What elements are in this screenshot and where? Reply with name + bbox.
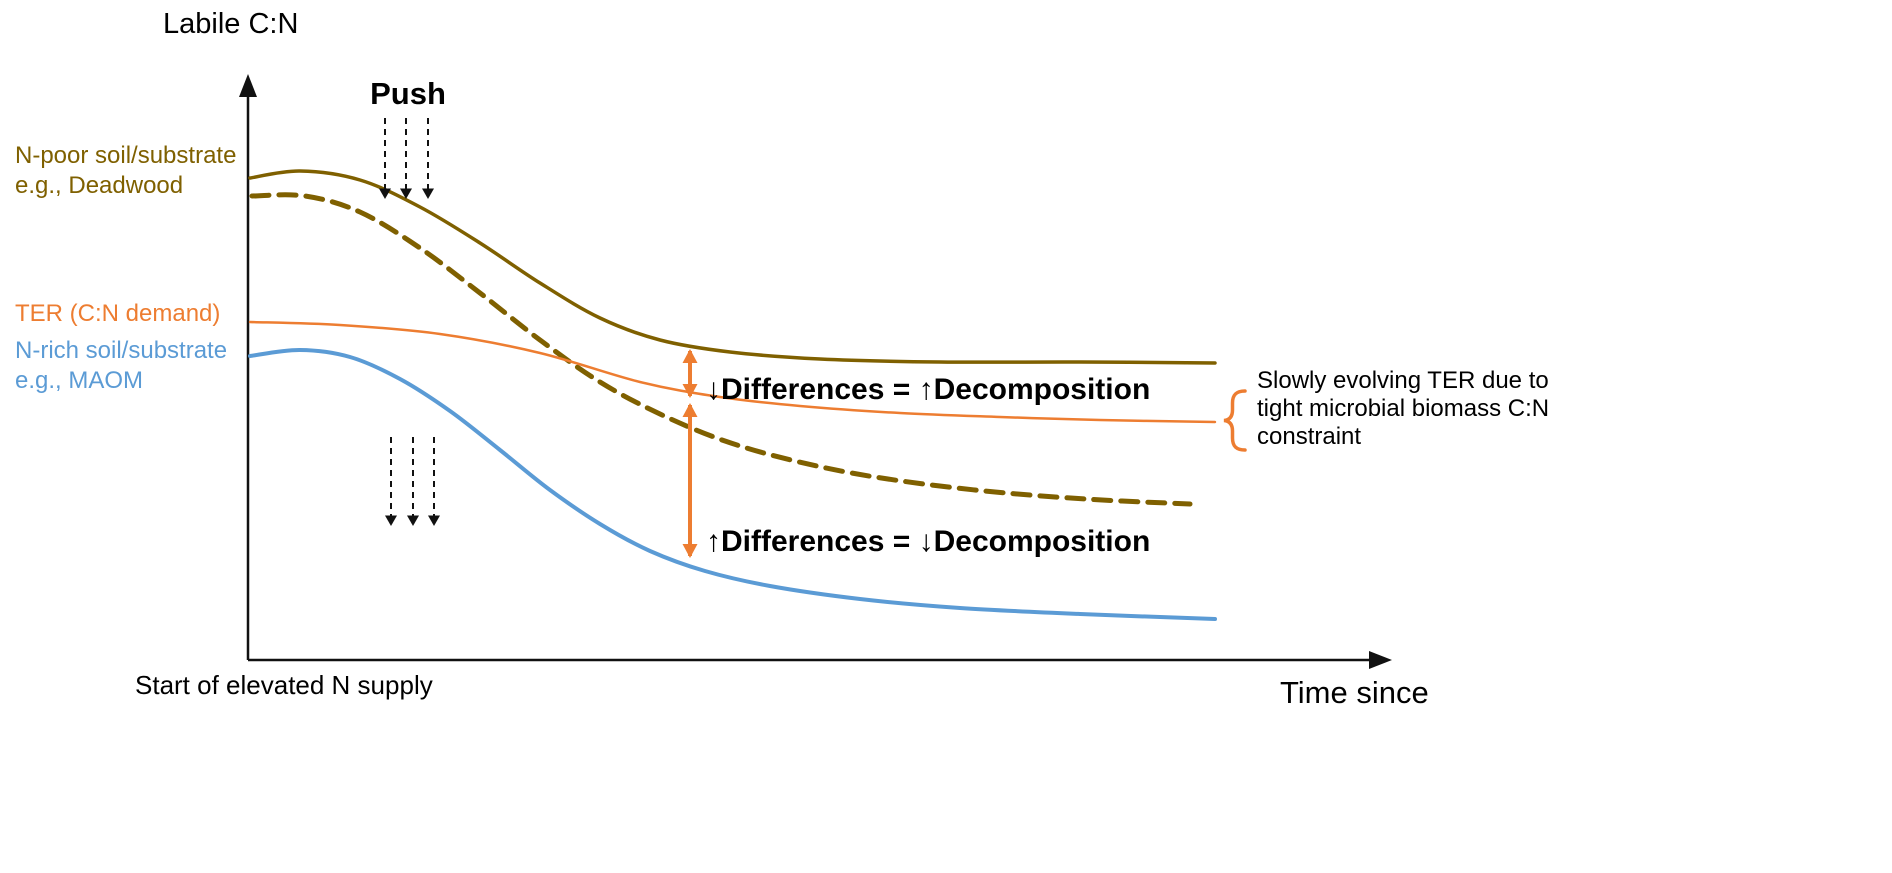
ter-brace	[1223, 389, 1247, 452]
push-label: Push	[370, 76, 446, 111]
curve-n-poor-dashed	[249, 192, 1193, 507]
curve-n-rich	[248, 347, 1217, 621]
curves-group	[248, 169, 1217, 621]
x-origin-label: Start of elevated N supply	[135, 670, 433, 700]
curve-n-poor-solid	[248, 169, 1217, 365]
ter-note-line2: tight microbial biomass C:N	[1257, 395, 1549, 422]
n-poor-label-line1: N-poor soil/substrate	[15, 142, 236, 169]
large-gap-annotation: ↑Differences = ↓Decomposition	[706, 525, 1150, 558]
curve-ter	[248, 320, 1217, 424]
n-rich-label-line1: N-rich soil/substrate	[15, 337, 227, 364]
axes	[239, 74, 1392, 669]
y-axis-label: Labile C:N	[163, 8, 298, 40]
n-poor-label-line2: e.g., Deadwood	[15, 172, 183, 199]
ter-note-line3: constraint	[1257, 423, 1361, 450]
n-rich-label-line2: e.g., MAOM	[15, 367, 143, 394]
ter-label: TER (C:N demand)	[15, 300, 220, 327]
small-gap-annotation: ↓Differences = ↑Decomposition	[706, 373, 1150, 406]
push-arrows-group	[379, 118, 440, 526]
ter-note-line1: Slowly evolving TER due to	[1257, 367, 1549, 394]
x-axis-label: Time since	[1280, 675, 1429, 710]
